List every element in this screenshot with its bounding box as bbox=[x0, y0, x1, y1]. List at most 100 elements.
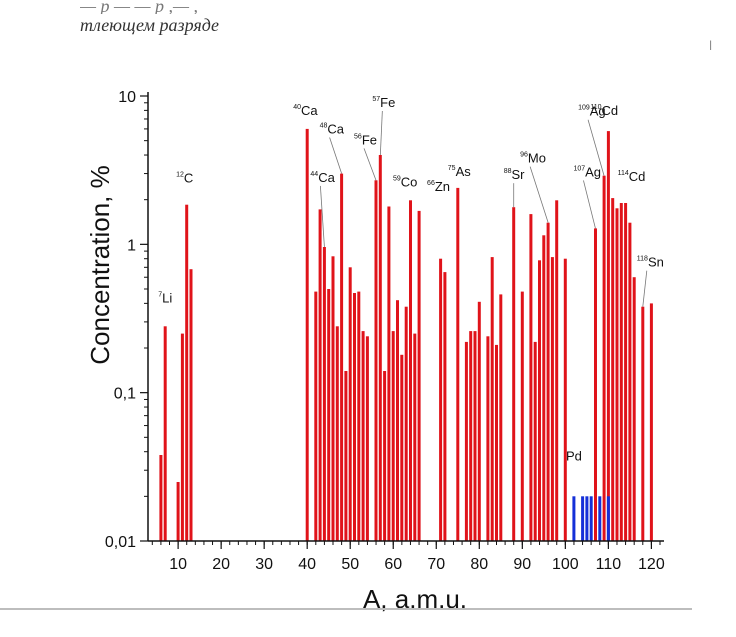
bar-isotope-72 bbox=[443, 272, 447, 541]
bar-isotope-13 bbox=[189, 269, 193, 541]
bar-isotope-7 bbox=[163, 326, 167, 541]
annotation-fe-56: 56Fe bbox=[354, 132, 377, 147]
bar-isotope-114 bbox=[624, 203, 628, 541]
bar-isotope-49 bbox=[344, 371, 348, 541]
y-axis-label: Concentration, % bbox=[85, 165, 115, 364]
annotation-leader-mo-96 bbox=[529, 166, 549, 223]
bar-isotope-110 bbox=[606, 131, 610, 541]
bar-isotope-71 bbox=[439, 258, 443, 541]
bar-isotope-54 bbox=[365, 336, 369, 541]
bar-isotope-92 bbox=[529, 214, 533, 541]
y-tick-label: 0,01 bbox=[105, 534, 136, 551]
y-tick-label: 0,1 bbox=[114, 386, 136, 403]
x-tick-label-50: 50 bbox=[341, 556, 359, 573]
bar-isotope-58 bbox=[383, 371, 387, 541]
bar-isotope-10 bbox=[176, 482, 180, 541]
annotation-mo-96: 96Mo bbox=[520, 151, 546, 166]
annotation-leader-sn-118 bbox=[642, 270, 648, 307]
bar-isotope-64 bbox=[409, 200, 412, 542]
bar-isotope-113 bbox=[619, 203, 623, 541]
annotation-cd-114: 114Cd bbox=[618, 169, 646, 184]
bar-isotope-52 bbox=[357, 291, 361, 541]
x-tick-label-80: 80 bbox=[470, 556, 488, 573]
annotation-ca-40: 40Ca bbox=[293, 103, 318, 118]
bar-isotope-61 bbox=[396, 300, 399, 541]
bar-isotope-112 bbox=[615, 208, 619, 542]
bar-isotope-107 bbox=[594, 228, 597, 541]
x-tick-label-10: 10 bbox=[169, 556, 187, 573]
annotation-sn-118: 118Sn bbox=[637, 255, 664, 270]
x-tick-label-30: 30 bbox=[255, 556, 273, 573]
bar-pd-106 bbox=[589, 496, 593, 541]
bar-isotope-84 bbox=[495, 344, 498, 541]
bar-isotope-65 bbox=[413, 333, 417, 541]
bar-isotope-45 bbox=[327, 289, 331, 541]
annotation-leader-ag-107 bbox=[583, 180, 596, 229]
bar-isotope-90 bbox=[520, 291, 524, 541]
x-tick-label-100: 100 bbox=[552, 556, 579, 573]
bar-isotope-63 bbox=[404, 306, 408, 541]
annotation-leader-ag-109 bbox=[587, 119, 605, 176]
caption-first-line: — p — — p ,— , bbox=[80, 2, 199, 14]
annotation-leader-fe-56 bbox=[363, 148, 377, 181]
annotation-ag-107: 107Ag bbox=[573, 164, 601, 179]
bar-isotope-100 bbox=[563, 258, 567, 541]
bar-isotope-62 bbox=[400, 354, 404, 541]
bar-isotope-97 bbox=[550, 257, 554, 541]
bar-isotope-56 bbox=[374, 180, 378, 542]
bar-isotope-78 bbox=[469, 331, 473, 541]
x-tick-label-20: 20 bbox=[212, 556, 230, 573]
x-tick-label-70: 70 bbox=[427, 556, 445, 573]
bar-isotope-50 bbox=[348, 267, 352, 541]
annotation-ca-48: 48Ca bbox=[320, 122, 345, 137]
bar-isotope-96 bbox=[546, 222, 550, 541]
bar-isotope-98 bbox=[555, 200, 559, 542]
bar-isotope-53 bbox=[361, 331, 365, 541]
bar-isotope-48 bbox=[340, 173, 344, 541]
bar-isotope-47 bbox=[335, 326, 339, 541]
bar-isotope-82 bbox=[486, 336, 490, 541]
bar-isotope-85 bbox=[499, 294, 503, 541]
bar-isotope-40 bbox=[305, 128, 309, 541]
annotation-co-59: 59Co bbox=[393, 174, 417, 189]
bar-isotope-66 bbox=[417, 210, 421, 541]
bar-isotope-120 bbox=[649, 303, 653, 541]
annotation-leader-fe-57 bbox=[379, 111, 383, 156]
page-edge-mark: | bbox=[709, 40, 712, 51]
annotation-fe-57: 57Fe bbox=[372, 95, 395, 110]
bar-isotope-51 bbox=[353, 293, 356, 541]
annotation-ag-109: 109Ag bbox=[578, 104, 606, 119]
bar-isotope-42 bbox=[314, 291, 318, 541]
annotation-ca-44: 44Ca bbox=[310, 170, 335, 185]
bar-isotope-116 bbox=[632, 277, 636, 541]
bar-isotope-75 bbox=[456, 187, 460, 541]
bar-isotope-118 bbox=[641, 306, 645, 541]
bars-group bbox=[159, 128, 653, 542]
bar-isotope-77 bbox=[464, 341, 468, 541]
x-tick-label-120: 120 bbox=[638, 556, 665, 573]
annotation-as-75: 75As bbox=[448, 164, 471, 179]
annotation-zn-66: 66Zn bbox=[427, 179, 450, 194]
annotation-pd-102: Pd bbox=[566, 448, 582, 463]
figure-caption: — p — — p ,— , тлеющем разряде bbox=[80, 2, 700, 36]
annotation-leader-ca-44 bbox=[320, 185, 325, 247]
bar-pd-110 bbox=[606, 496, 610, 541]
bar-isotope-44 bbox=[322, 247, 326, 541]
y-tick-label: 1 bbox=[127, 237, 136, 254]
bar-isotope-6 bbox=[159, 455, 163, 541]
annotation-li-7: 7Li bbox=[158, 290, 172, 305]
caption-second-line: тлеющем разряде bbox=[80, 15, 220, 35]
bar-isotope-57 bbox=[378, 155, 382, 541]
bar-isotope-88 bbox=[512, 207, 516, 541]
bottom-divider bbox=[0, 608, 692, 610]
bar-isotope-12 bbox=[185, 204, 189, 541]
bar-pd-102 bbox=[572, 496, 576, 541]
annotation-c-12: 12C bbox=[176, 171, 193, 186]
bar-isotope-80 bbox=[477, 301, 481, 541]
bar-isotope-60 bbox=[391, 331, 395, 541]
x-tick-label-40: 40 bbox=[298, 556, 316, 573]
x-tick-label-110: 110 bbox=[596, 556, 622, 573]
